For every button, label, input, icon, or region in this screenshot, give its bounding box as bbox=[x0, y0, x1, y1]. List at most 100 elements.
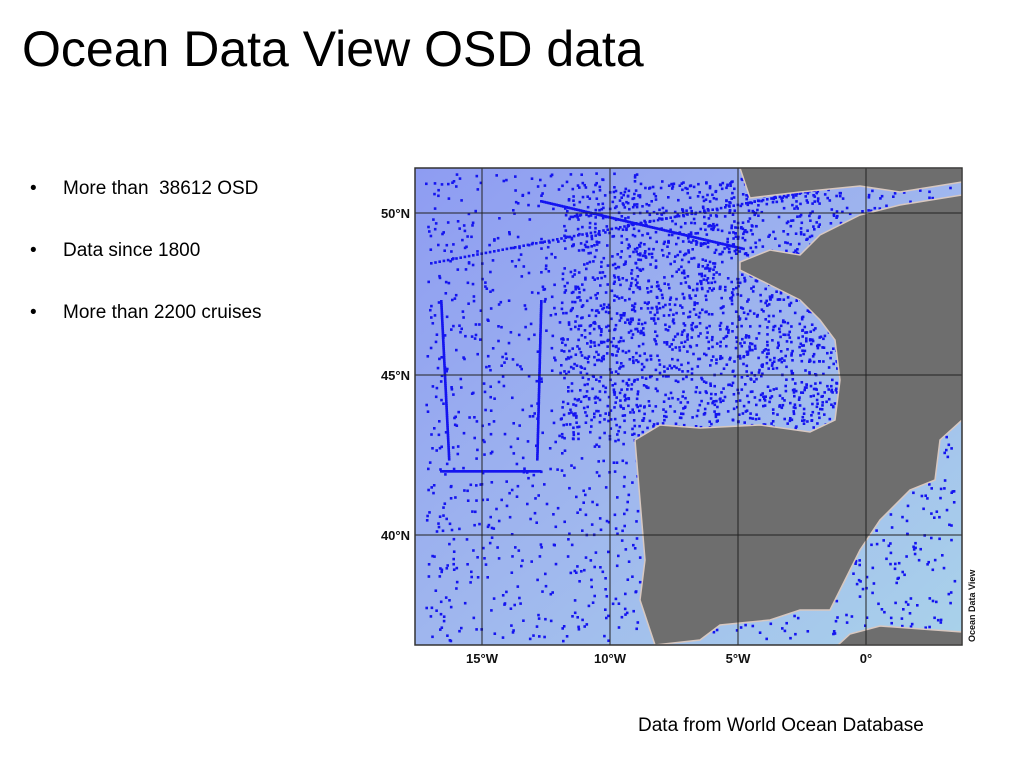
station-dot bbox=[595, 197, 599, 200]
station-dot bbox=[604, 588, 607, 591]
slide-title: Ocean Data View OSD data bbox=[22, 21, 644, 77]
station-dot bbox=[438, 357, 441, 361]
station-dot bbox=[628, 297, 631, 301]
station-dot bbox=[792, 196, 795, 199]
station-dot bbox=[431, 322, 435, 325]
station-dot bbox=[458, 177, 462, 180]
station-dot bbox=[773, 356, 776, 360]
station-dot bbox=[474, 510, 477, 514]
station-dot bbox=[926, 497, 929, 500]
station-dot bbox=[537, 494, 540, 497]
station-dot bbox=[723, 395, 727, 399]
station-dot bbox=[652, 423, 656, 426]
station-dot bbox=[536, 430, 540, 433]
station-dot bbox=[492, 597, 496, 600]
station-dot bbox=[887, 544, 891, 548]
station-dot bbox=[786, 321, 790, 325]
station-dot bbox=[497, 325, 500, 328]
station-dot bbox=[508, 231, 511, 234]
station-dot bbox=[582, 501, 585, 504]
station-dot bbox=[464, 268, 468, 271]
station-dot bbox=[576, 184, 580, 187]
station-dot bbox=[503, 432, 507, 436]
station-dot bbox=[471, 282, 475, 286]
station-dot bbox=[441, 320, 444, 323]
station-dot bbox=[733, 245, 737, 249]
station-dot bbox=[632, 227, 636, 231]
station-dot bbox=[770, 197, 773, 200]
station-dot bbox=[931, 196, 934, 200]
station-dot bbox=[761, 365, 764, 368]
station-dot bbox=[518, 596, 521, 600]
station-dot bbox=[801, 329, 804, 332]
station-dot bbox=[633, 247, 637, 251]
station-dot bbox=[748, 345, 751, 348]
station-dot bbox=[676, 398, 680, 401]
station-dot bbox=[689, 231, 693, 234]
station-dot bbox=[634, 327, 637, 331]
station-dot bbox=[831, 378, 834, 382]
station-dot bbox=[470, 570, 473, 574]
station-dot bbox=[758, 238, 761, 242]
station-dot bbox=[567, 538, 570, 541]
station-dot bbox=[816, 422, 819, 425]
station-dot bbox=[431, 635, 434, 639]
station-dot bbox=[538, 370, 541, 373]
station-dot bbox=[612, 274, 616, 277]
station-dot bbox=[793, 394, 796, 398]
station-dot bbox=[757, 356, 760, 360]
station-dot bbox=[667, 240, 670, 244]
station-dot bbox=[648, 225, 652, 229]
station-dot bbox=[905, 519, 909, 523]
station-dot bbox=[466, 499, 470, 502]
station-dot bbox=[782, 206, 786, 210]
station-dot bbox=[478, 323, 481, 326]
station-dot bbox=[585, 372, 589, 376]
station-dot bbox=[644, 250, 647, 253]
station-dot bbox=[599, 284, 602, 287]
station-dot bbox=[599, 414, 602, 417]
station-dot bbox=[759, 393, 763, 397]
station-dot bbox=[830, 384, 833, 388]
station-dot bbox=[817, 216, 821, 220]
station-dot bbox=[590, 308, 594, 312]
station-dot bbox=[613, 513, 617, 517]
station-dot bbox=[583, 568, 586, 572]
station-dot bbox=[601, 178, 604, 181]
station-dot bbox=[677, 214, 681, 218]
station-dot bbox=[569, 215, 573, 219]
station-dot bbox=[623, 225, 626, 228]
station-dot bbox=[766, 304, 769, 307]
station-dot bbox=[581, 233, 584, 236]
station-dot bbox=[700, 280, 703, 283]
station-dot bbox=[713, 403, 717, 407]
station-dot bbox=[574, 404, 578, 407]
station-dot bbox=[795, 194, 798, 197]
station-dot bbox=[574, 320, 577, 323]
station-dot bbox=[620, 615, 624, 619]
station-dot bbox=[782, 333, 785, 336]
station-dot bbox=[537, 392, 541, 395]
station-dot bbox=[804, 369, 807, 372]
station-dot bbox=[657, 302, 661, 305]
station-dot bbox=[598, 208, 601, 212]
station-dot bbox=[599, 214, 603, 217]
station-dot bbox=[609, 427, 613, 430]
station-dot bbox=[668, 286, 671, 290]
station-dot bbox=[571, 275, 575, 278]
station-dot bbox=[566, 402, 570, 405]
station-dot bbox=[593, 322, 597, 325]
station-dot bbox=[713, 410, 716, 413]
station-dot bbox=[711, 335, 714, 339]
lon-label: 15°W bbox=[466, 651, 499, 666]
station-dot bbox=[850, 615, 854, 618]
station-dot bbox=[522, 244, 525, 247]
station-dot bbox=[796, 207, 799, 210]
station-dot bbox=[576, 296, 579, 299]
station-dot bbox=[674, 255, 677, 258]
station-dot bbox=[585, 213, 588, 217]
station-dot bbox=[539, 328, 542, 331]
station-dot bbox=[690, 323, 693, 327]
station-dot bbox=[575, 208, 579, 211]
station-dot bbox=[713, 262, 717, 265]
